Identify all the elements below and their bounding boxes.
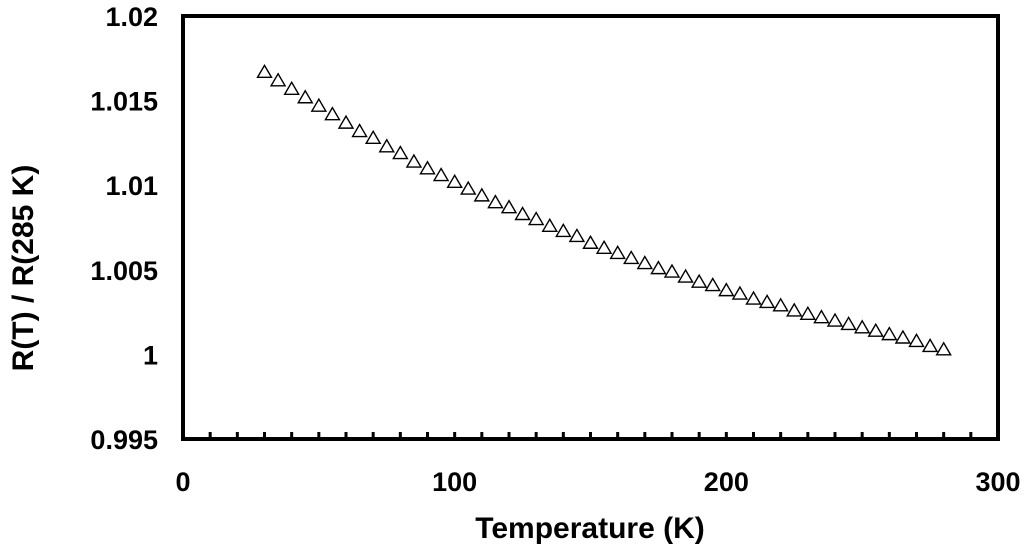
x-tick-label: 0 — [175, 467, 190, 497]
data-point — [351, 123, 368, 138]
data-point — [500, 199, 518, 214]
data-point — [541, 217, 558, 233]
data-point — [908, 332, 925, 348]
data-point — [555, 222, 572, 238]
data-point — [921, 338, 939, 353]
data-point — [826, 312, 844, 327]
data-point — [297, 89, 314, 104]
data-point — [650, 260, 667, 275]
data-point — [894, 329, 912, 344]
data-point — [772, 297, 789, 312]
data-point — [813, 309, 830, 324]
data-point — [269, 72, 287, 87]
data-point — [718, 282, 735, 297]
data-point — [690, 273, 708, 288]
data-point — [460, 180, 477, 195]
data-point — [636, 255, 654, 270]
data-point — [392, 145, 409, 160]
data-point — [799, 305, 817, 321]
data-point — [582, 234, 599, 249]
data-point — [378, 138, 395, 153]
data-point — [840, 316, 857, 331]
y-tick-label: 1.015 — [90, 87, 158, 117]
x-tick-label: 200 — [704, 467, 749, 497]
data-point — [867, 322, 884, 337]
y-tick-label: 1.02 — [105, 2, 158, 32]
data-point — [527, 211, 545, 226]
data-series — [256, 63, 952, 356]
x-tick-labels: 0 100 200 300 — [175, 467, 1020, 497]
plot-frame — [181, 14, 1000, 441]
x-tick-label: 300 — [975, 467, 1020, 497]
data-point — [337, 114, 355, 129]
data-point — [568, 228, 586, 243]
data-point — [853, 319, 871, 334]
y-tick-label: 1.005 — [90, 256, 158, 286]
data-point — [473, 187, 491, 202]
data-point — [745, 290, 762, 305]
data-point — [623, 250, 640, 265]
data-point — [324, 106, 341, 121]
data-point — [758, 294, 776, 309]
data-point — [663, 263, 681, 278]
data-point — [487, 194, 504, 209]
x-axis-title: Temperature (K) — [475, 512, 704, 545]
y-tick-label: 1 — [143, 340, 158, 370]
y-tick-labels: 0.995 1 1.005 1.01 1.015 1.02 — [90, 2, 158, 455]
data-point — [595, 239, 613, 255]
y-tick-label: 1.01 — [105, 171, 158, 201]
data-point — [935, 341, 952, 356]
data-point — [677, 268, 694, 283]
y-axis-title: R(T) / R(285 K) — [7, 165, 40, 372]
data-point — [731, 285, 749, 300]
y-tick-label: 0.995 — [90, 425, 158, 455]
data-point — [609, 244, 626, 260]
data-point — [446, 173, 463, 189]
data-point — [786, 302, 803, 317]
data-point — [704, 277, 721, 292]
data-point — [256, 63, 273, 79]
x-minor-ticks — [208, 432, 973, 439]
data-point — [310, 97, 328, 112]
x-tick-label: 100 — [432, 467, 477, 497]
data-point — [283, 80, 300, 95]
data-point — [405, 153, 423, 168]
data-point — [364, 129, 382, 145]
data-point — [881, 326, 898, 341]
data-point — [514, 206, 531, 221]
data-point — [419, 160, 436, 175]
data-point — [432, 167, 450, 182]
